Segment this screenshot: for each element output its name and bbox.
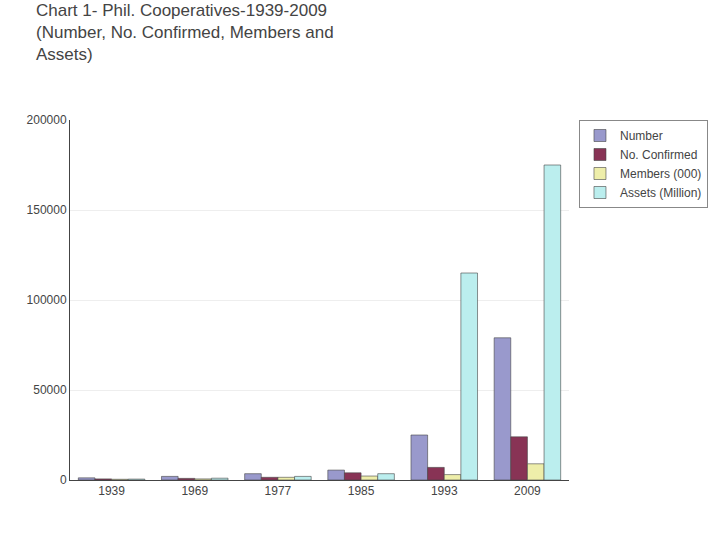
svg-text:Number: Number xyxy=(620,129,663,143)
svg-text:100000: 100000 xyxy=(27,293,67,307)
svg-text:0: 0 xyxy=(60,473,67,487)
svg-text:2009: 2009 xyxy=(514,484,541,498)
svg-text:150000: 150000 xyxy=(27,203,67,217)
svg-text:1939: 1939 xyxy=(98,484,125,498)
svg-text:50000: 50000 xyxy=(33,383,67,397)
svg-text:No. Confirmed: No. Confirmed xyxy=(620,148,697,162)
svg-text:1985: 1985 xyxy=(348,484,375,498)
svg-text:200000: 200000 xyxy=(27,113,67,127)
svg-text:1977: 1977 xyxy=(265,484,292,498)
svg-text:1969: 1969 xyxy=(181,484,208,498)
svg-text:Members (000): Members (000) xyxy=(620,167,701,181)
svg-text:Assets (Million): Assets (Million) xyxy=(620,186,701,200)
svg-text:Chart 1- Phil. Cooperatives-19: Chart 1- Phil. Cooperatives-1939-2009(Nu… xyxy=(36,1,334,64)
svg-text:1993: 1993 xyxy=(431,484,458,498)
